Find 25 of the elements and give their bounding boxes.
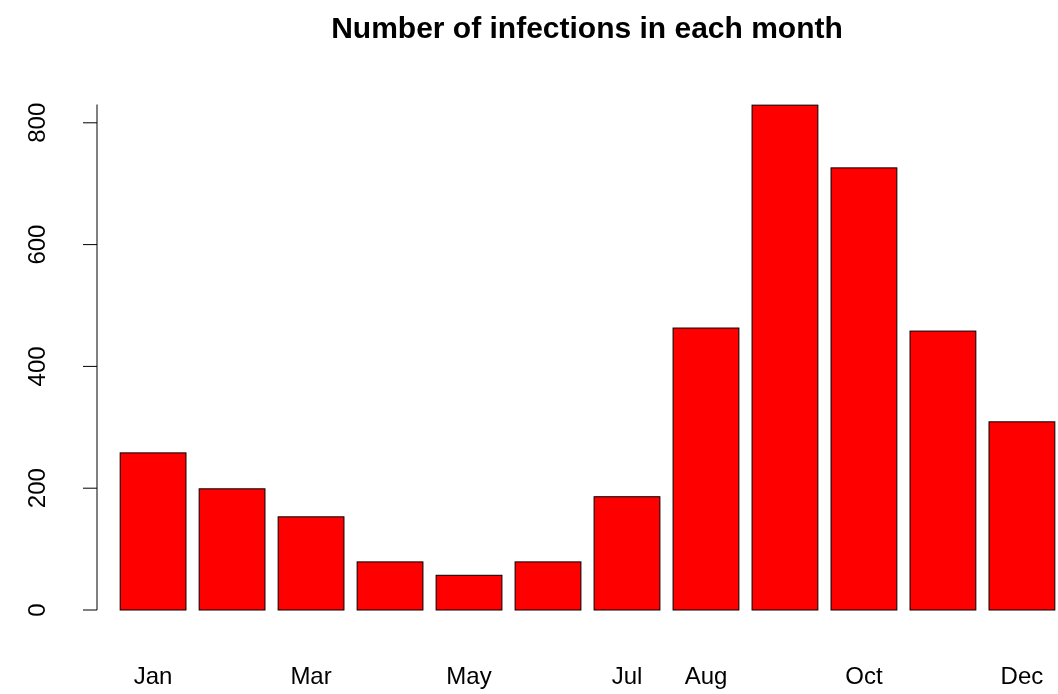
x-tick-label: Aug: [684, 662, 728, 689]
y-tick-label: 200: [23, 468, 50, 509]
bar: [514, 561, 582, 611]
bar: [751, 104, 819, 611]
bar: [435, 574, 503, 611]
x-tick-label: Dec: [1000, 662, 1044, 689]
bar: [909, 330, 977, 611]
bar: [119, 452, 187, 611]
bar: [988, 421, 1056, 611]
bar: [830, 167, 898, 611]
x-tick-label: Oct: [845, 662, 883, 689]
x-tick-label: Mar: [290, 662, 332, 689]
bar: [356, 561, 424, 611]
y-tick-label: 600: [23, 224, 50, 265]
y-tick-label: 400: [23, 346, 50, 387]
y-tick-label: 800: [23, 102, 50, 143]
x-tick-label: Jul: [611, 662, 643, 689]
bar: [277, 516, 345, 611]
y-tick-label: 0: [23, 603, 50, 617]
bar: [198, 488, 266, 611]
bar: [672, 327, 740, 611]
x-tick-label: May: [446, 662, 492, 689]
chart-title: Number of infections in each month: [331, 11, 843, 44]
bar: [593, 496, 661, 611]
x-tick-label: Jan: [133, 662, 173, 689]
